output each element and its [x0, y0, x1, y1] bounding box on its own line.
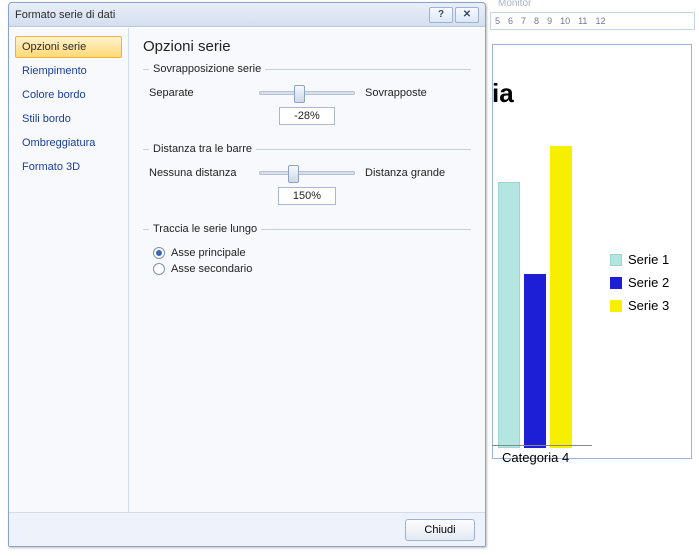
- chart-bars-group: [492, 148, 592, 448]
- close-window-button[interactable]: ✕: [455, 7, 479, 23]
- series-overlap-legend: Sovrapposizione serie: [149, 63, 265, 75]
- legend-swatch-icon: [610, 254, 622, 266]
- legend-label: Serie 2: [628, 275, 669, 290]
- dialog-footer: Chiudi: [9, 512, 485, 546]
- chart-bar-serie-1[interactable]: [498, 182, 520, 448]
- radio-primary-axis[interactable]: Asse principale: [153, 247, 465, 259]
- radio-icon: [153, 247, 165, 259]
- ribbon-tab-monitor: Monitor: [498, 0, 531, 9]
- gap-slider[interactable]: [259, 171, 355, 175]
- ruler-mark: 5: [495, 16, 500, 26]
- gap-right-label: Distanza grande: [365, 167, 465, 179]
- close-button-label: Chiudi: [424, 524, 455, 536]
- ruler-mark: 6: [508, 16, 513, 26]
- gap-left-label: Nessuna distanza: [149, 167, 249, 179]
- ruler-mark: 10: [560, 16, 570, 26]
- ruler-mark: 9: [547, 16, 552, 26]
- overlap-value-input[interactable]: -28%: [279, 107, 335, 125]
- overlap-left-label: Separate: [149, 87, 249, 99]
- dialog-body: Opzioni serie Riempimento Colore bordo S…: [9, 27, 485, 512]
- radio-secondary-label: Asse secondario: [171, 263, 252, 275]
- gap-width-legend: Distanza tra le barre: [149, 143, 256, 155]
- ruler-mark: 11: [578, 16, 587, 26]
- sidebar-item-riempimento[interactable]: Riempimento: [15, 60, 122, 82]
- overlap-right-label: Sovrapposte: [365, 87, 465, 99]
- radio-primary-label: Asse principale: [171, 247, 246, 259]
- radio-secondary-axis[interactable]: Asse secondario: [153, 263, 465, 275]
- dialog-titlebar[interactable]: Formato serie di dati ? ✕: [9, 3, 485, 27]
- chart-category-label: Categoria 4: [502, 450, 569, 465]
- plot-series-on-group: Traccia le serie lungo Asse principale A…: [143, 223, 471, 283]
- legend-item-3[interactable]: Serie 3: [610, 298, 669, 313]
- gap-width-group: Distanza tra le barre Nessuna distanza D…: [143, 143, 471, 209]
- radio-icon: [153, 263, 165, 275]
- sidebar-item-opzioni-serie[interactable]: Opzioni serie: [15, 36, 122, 58]
- series-overlap-group: Sovrapposizione serie Separate Sovrappos…: [143, 63, 471, 129]
- legend-item-2[interactable]: Serie 2: [610, 275, 669, 290]
- sidebar-item-colore-bordo[interactable]: Colore bordo: [15, 84, 122, 106]
- legend-label: Serie 1: [628, 252, 669, 267]
- close-button[interactable]: Chiudi: [405, 519, 475, 541]
- overlap-slider[interactable]: [259, 91, 355, 95]
- legend-label: Serie 3: [628, 298, 669, 313]
- panel-heading: Opzioni serie: [143, 38, 471, 55]
- chart-legend[interactable]: Serie 1 Serie 2 Serie 3: [610, 252, 669, 321]
- dialog-title: Formato serie di dati: [15, 9, 115, 21]
- help-icon: ?: [438, 9, 444, 20]
- sidebar-item-ombreggiatura[interactable]: Ombreggiatura: [15, 132, 122, 154]
- dialog-sidebar: Opzioni serie Riempimento Colore bordo S…: [9, 28, 129, 512]
- ruler-mark: 12: [595, 16, 605, 26]
- legend-swatch-icon: [610, 300, 622, 312]
- chart-baseline: [492, 445, 592, 446]
- gap-value-input[interactable]: 150%: [278, 187, 336, 205]
- sidebar-item-stili-bordo[interactable]: Stili bordo: [15, 108, 122, 130]
- close-icon: ✕: [463, 9, 471, 20]
- chart-title-fragment: ia: [492, 78, 514, 109]
- legend-swatch-icon: [610, 277, 622, 289]
- plot-series-legend: Traccia le serie lungo: [149, 223, 261, 235]
- help-button[interactable]: ?: [429, 7, 453, 23]
- chart-bar-serie-2[interactable]: [524, 274, 546, 448]
- gap-slider-thumb[interactable]: [288, 165, 299, 183]
- dialog-main-panel: Opzioni serie Sovrapposizione serie Sepa…: [129, 28, 485, 512]
- chart-bar-serie-3[interactable]: [550, 146, 572, 448]
- legend-item-1[interactable]: Serie 1: [610, 252, 669, 267]
- horizontal-ruler: 5 6 7 8 9 10 11 12: [490, 12, 695, 30]
- overlap-slider-thumb[interactable]: [294, 85, 305, 103]
- ruler-mark: 8: [534, 16, 539, 26]
- ruler-mark: 7: [521, 16, 526, 26]
- format-data-series-dialog: Formato serie di dati ? ✕ Opzioni serie …: [8, 2, 486, 547]
- sidebar-item-formato-3d[interactable]: Formato 3D: [15, 156, 122, 178]
